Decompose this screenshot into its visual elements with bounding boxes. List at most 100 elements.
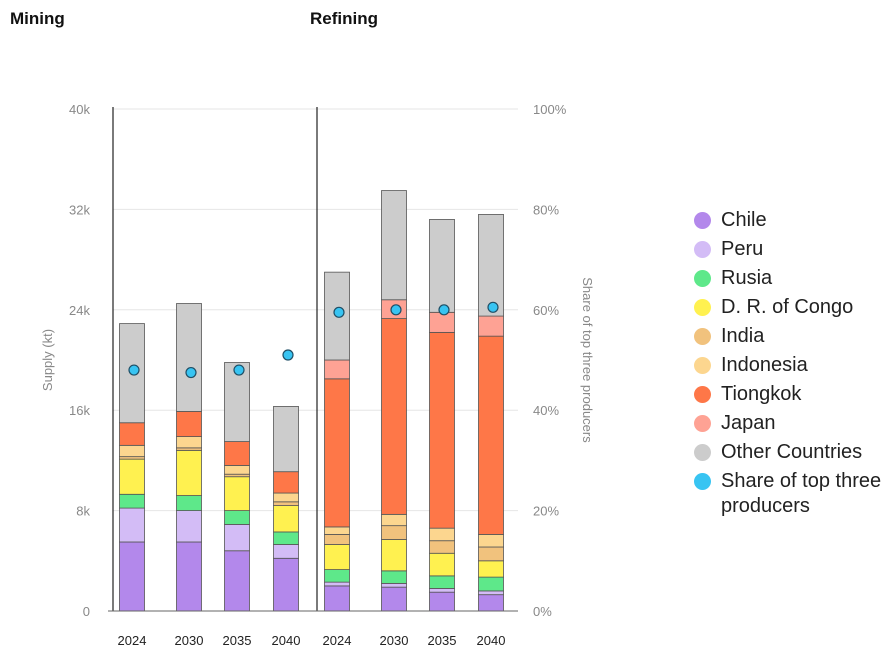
legend-item: Indonesia bbox=[690, 353, 887, 378]
bar-segment-peru bbox=[324, 581, 350, 587]
bar-segment-chile bbox=[273, 557, 299, 612]
legend-item: Peru bbox=[690, 237, 887, 262]
legend-item: Rusia bbox=[690, 266, 887, 291]
bar-segment-other-countries bbox=[478, 214, 504, 317]
mining-panel-title: Mining bbox=[10, 9, 65, 28]
share-marker bbox=[282, 349, 294, 361]
bar-segment-rusia bbox=[176, 495, 202, 512]
bar-segment-indonesia bbox=[381, 513, 407, 527]
share-marker bbox=[233, 364, 245, 376]
refining-panel-title: Refining bbox=[310, 9, 378, 28]
bar-segment-rusia bbox=[324, 569, 350, 583]
bar-segment-other-countries bbox=[176, 303, 202, 412]
bar-segment-other-countries bbox=[224, 362, 250, 442]
x-tick-label: 2030 bbox=[380, 633, 409, 647]
legend: Chile Peru Rusia D. R. of Congo India Indones… bbox=[690, 208, 887, 523]
bar-segment-chile bbox=[478, 594, 504, 612]
share-marker bbox=[185, 366, 197, 379]
legend-swatch bbox=[694, 299, 711, 316]
bar-segment-peru bbox=[429, 588, 455, 593]
y-tick-label: 40k bbox=[69, 102, 90, 117]
legend-swatch bbox=[694, 415, 711, 432]
bar-segment-tiongkok bbox=[324, 378, 350, 528]
bar-segment-other-countries bbox=[381, 190, 407, 301]
bar-segment-indonesia bbox=[176, 436, 202, 449]
bar-segment-d-r-of-congo bbox=[176, 449, 202, 496]
bar-segment-peru bbox=[478, 590, 504, 596]
y-tick-label: 32k bbox=[69, 202, 90, 217]
bar-segment-peru bbox=[273, 544, 299, 559]
bar-segment-d-r-of-congo bbox=[119, 458, 145, 495]
bar-segment-chile bbox=[429, 591, 455, 612]
bar-segment-d-r-of-congo bbox=[273, 505, 299, 533]
bar-segment-rusia bbox=[381, 570, 407, 584]
y-tick-label: 0 bbox=[83, 604, 90, 619]
y-tick-label: 8k bbox=[76, 504, 90, 519]
share-marker bbox=[487, 301, 499, 313]
legend-item: India bbox=[690, 324, 887, 349]
legend-swatch bbox=[694, 357, 711, 374]
share-marker bbox=[390, 304, 402, 316]
bar-segment-indonesia bbox=[429, 527, 455, 542]
legend-label: India bbox=[721, 325, 765, 347]
legend-label: Japan bbox=[721, 412, 776, 434]
bar-segment-rusia bbox=[429, 575, 455, 589]
bar-segment-peru bbox=[176, 510, 202, 543]
x-tick-label: 2024 bbox=[118, 633, 147, 647]
bar-segment-rusia bbox=[273, 531, 299, 545]
legend-item: Japan bbox=[690, 411, 887, 436]
bar-segment-d-r-of-congo bbox=[381, 539, 407, 572]
bar-segment-chile bbox=[324, 585, 350, 612]
y-tick-label: 16k bbox=[69, 403, 90, 418]
bar-segment-rusia bbox=[119, 493, 145, 509]
legend-label: Rusia bbox=[721, 267, 773, 289]
bar-segment-tiongkok bbox=[429, 331, 455, 529]
bar-segment-indonesia bbox=[478, 534, 504, 548]
bar-segment-d-r-of-congo bbox=[224, 476, 250, 511]
share-marker bbox=[438, 304, 450, 316]
y2-tick-label: 100% bbox=[533, 102, 567, 117]
y2-tick-label: 80% bbox=[533, 202, 559, 217]
x-tick-label: 2030 bbox=[175, 633, 204, 647]
legend-swatch bbox=[694, 386, 711, 403]
bar-segment-peru bbox=[381, 582, 407, 588]
bar-segment-other-countries bbox=[429, 219, 455, 313]
legend-swatch bbox=[694, 444, 711, 461]
bar-segment-japan bbox=[324, 359, 350, 380]
bar-segment-d-r-of-congo bbox=[478, 560, 504, 578]
bar-segment-chile bbox=[176, 541, 202, 612]
x-tick-label: 2040 bbox=[272, 633, 301, 647]
bar-segment-d-r-of-congo bbox=[429, 552, 455, 577]
legend-swatch bbox=[694, 473, 711, 490]
legend-item: Chile bbox=[690, 208, 887, 233]
bar-segment-tiongkok bbox=[381, 318, 407, 515]
bar-segment-tiongkok bbox=[478, 335, 504, 535]
bar-segment-japan bbox=[429, 311, 455, 333]
x-tick-label: 2040 bbox=[477, 633, 506, 647]
bar-segment-chile bbox=[119, 541, 145, 612]
legend-label: D. R. of Congo bbox=[721, 296, 854, 318]
share-marker bbox=[333, 306, 345, 318]
y2-tick-label: 60% bbox=[533, 303, 559, 318]
bar-segment-tiongkok bbox=[224, 441, 250, 466]
x-tick-label: 2024 bbox=[323, 633, 352, 647]
chart: 0 8k 16k 24k 32k 40k 0% 20% 40% 60% 80% 100% Supply … bbox=[40, 102, 595, 647]
bar-segment-india bbox=[478, 546, 504, 562]
bar-segment-india bbox=[324, 534, 350, 545]
bar-segment-indonesia bbox=[324, 526, 350, 535]
bar-segment-rusia bbox=[224, 510, 250, 525]
bar-segment-indonesia bbox=[224, 465, 250, 475]
legend-label: Tiongkok bbox=[721, 383, 802, 405]
bar-segment-peru bbox=[224, 524, 250, 552]
bar-segment-d-r-of-congo bbox=[324, 544, 350, 570]
legend-item: D. R. of Congo bbox=[690, 295, 887, 320]
legend-item: Tiongkok bbox=[690, 382, 887, 407]
bar-segment-other-countries bbox=[273, 406, 299, 473]
legend-label: Indonesia bbox=[721, 354, 808, 376]
y2-axis-title: Share of top three producers bbox=[580, 277, 595, 443]
legend-item: Other Countries bbox=[690, 440, 887, 465]
x-tick-label: 2035 bbox=[223, 633, 252, 647]
legend-label: Chile bbox=[721, 209, 767, 231]
y2-tick-label: 20% bbox=[533, 504, 559, 519]
bar-segment-indonesia bbox=[119, 444, 145, 458]
